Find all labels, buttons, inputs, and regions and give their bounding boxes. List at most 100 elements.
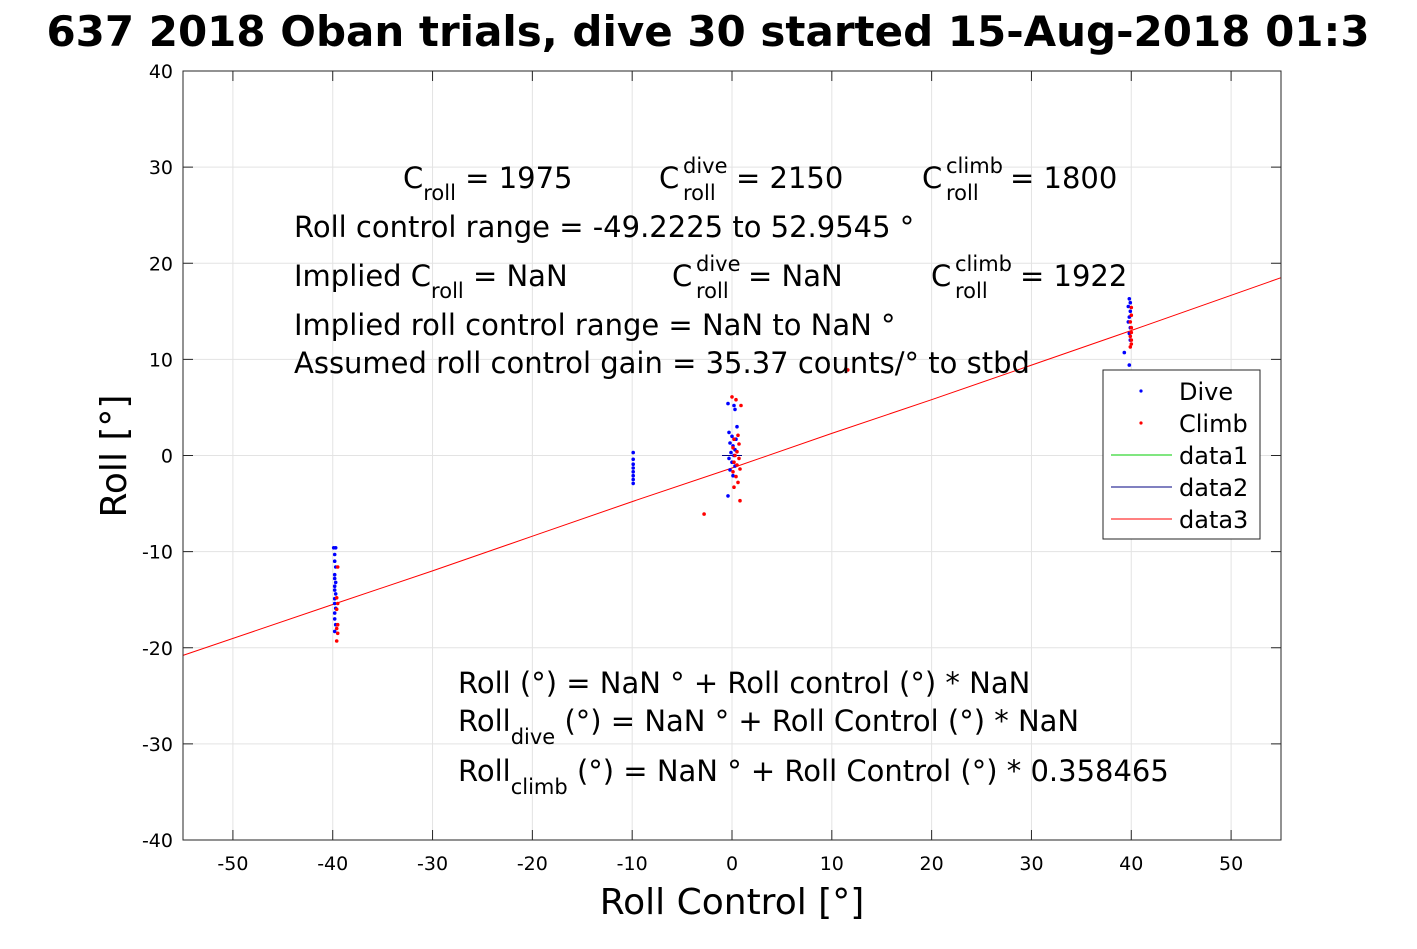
annotation-implied-range: Implied roll control range = NaN to NaN … [294, 308, 896, 342]
legend-data3-label: data3 [1179, 506, 1248, 534]
point-climb [1129, 305, 1134, 310]
annotation-fit-climb: Rollclimb (°) = NaN ° + Roll Control (°)… [458, 754, 1169, 799]
annotation-gain: Assumed roll control gain = 35.37 counts… [294, 346, 1030, 380]
x-tick-label: -50 [217, 853, 248, 875]
y-tick-label: -30 [142, 734, 173, 756]
point-dive [631, 462, 635, 467]
annotation-c-dive-sup: dive [683, 154, 728, 178]
point-dive [332, 559, 337, 563]
y-axis-label: Roll [°] [94, 395, 135, 518]
series-line-data3 [182, 277, 1282, 656]
series-dive [331, 297, 1133, 634]
annotation-c-climb-value: = 1800 [1010, 161, 1117, 195]
y-tick-label: 40 [149, 61, 173, 83]
point-climb [1129, 325, 1134, 330]
point-dive [332, 601, 337, 606]
y-tick-label: 20 [149, 253, 173, 275]
legend: Dive Climb data1 data2 data3 [1102, 369, 1261, 540]
annotation-c-climb: C [922, 161, 942, 195]
point-dive [726, 401, 730, 406]
annotation-c-roll: Croll = 1975 [403, 161, 573, 205]
point-climb [732, 460, 736, 465]
point-dive [631, 477, 635, 482]
y-tick-label: 10 [149, 349, 173, 371]
point-climb [1128, 334, 1133, 339]
point-climb [738, 498, 742, 503]
point-climb [334, 607, 339, 612]
point-dive [332, 552, 337, 557]
point-climb [730, 395, 734, 399]
point-climb [738, 467, 742, 471]
point-climb [335, 565, 340, 569]
legend-data2-label: data2 [1179, 474, 1248, 502]
point-climb [731, 470, 735, 474]
point-dive [332, 576, 337, 581]
point-dive [631, 481, 635, 486]
point-dive [727, 456, 731, 461]
point-climb [732, 485, 736, 490]
point-climb [334, 626, 339, 631]
point-climb [736, 433, 740, 438]
x-tick-label: 50 [1219, 853, 1243, 875]
x-axis-ticks: -50 -40 -30 -20 -10 0 10 20 30 40 50 [217, 71, 1243, 875]
point-climb [732, 437, 736, 442]
legend-dive-marker [1139, 389, 1143, 393]
point-dive [1127, 363, 1132, 367]
point-climb [737, 442, 741, 446]
point-dive [332, 584, 337, 588]
annotation-c-dive: C [659, 161, 679, 195]
legend-climb-marker [1139, 421, 1143, 425]
x-tick-label: 30 [1019, 853, 1043, 875]
annotation-implied-c-climb: C [931, 259, 951, 293]
point-dive [1128, 309, 1133, 314]
annotation-c-climb-sub: roll [946, 181, 979, 205]
annotation-implied-c-climb-sup: climb [955, 252, 1012, 276]
x-axis-label: Roll Control [°] [600, 882, 865, 923]
point-dive [1128, 300, 1133, 305]
series-layer [182, 277, 1282, 656]
y-tick-label: -40 [142, 830, 173, 852]
y-tick-label: -20 [142, 638, 173, 660]
point-climb [1129, 338, 1134, 342]
x-tick-label: -10 [617, 853, 648, 875]
point-climb [736, 480, 740, 485]
point-climb [735, 449, 739, 454]
y-axis-ticks: -40 -30 -20 -10 0 10 20 30 40 [142, 61, 1281, 852]
annotation-implied-c-climb-sub: roll [955, 279, 988, 303]
point-dive [726, 494, 730, 498]
point-climb [1129, 342, 1134, 346]
annotation-c-dive-sub: roll [683, 181, 716, 205]
point-dive [631, 470, 635, 474]
point-climb [846, 368, 850, 372]
point-dive [733, 407, 737, 412]
point-dive [728, 468, 732, 472]
point-climb [1129, 330, 1134, 335]
point-climb [735, 463, 739, 467]
point-dive [332, 629, 337, 634]
point-dive [332, 611, 337, 615]
point-dive [1122, 350, 1127, 355]
legend-data1-label: data1 [1179, 442, 1248, 470]
annotation-implied-c-climb-value: = 1922 [1020, 259, 1127, 293]
point-climb [734, 397, 738, 402]
point-climb [1128, 320, 1133, 324]
legend-climb-label: Climb [1179, 410, 1248, 438]
x-tick-label: -20 [517, 853, 548, 875]
point-dive [732, 403, 736, 408]
point-climb [737, 456, 741, 461]
point-dive [333, 592, 338, 596]
series-climb [334, 305, 1134, 643]
point-dive [631, 450, 635, 455]
point-dive [333, 546, 338, 550]
point-dive [631, 466, 635, 470]
point-climb [733, 453, 737, 458]
annotation-c-dive-value: = 2150 [736, 161, 843, 195]
point-climb [335, 601, 340, 606]
annotation-implied-c-dive: C [672, 259, 692, 293]
point-climb [1129, 313, 1134, 318]
point-climb [734, 474, 738, 479]
point-dive [631, 457, 635, 462]
y-tick-label: 30 [149, 157, 173, 179]
annotation-implied-c-dive-sub: roll [696, 279, 729, 303]
